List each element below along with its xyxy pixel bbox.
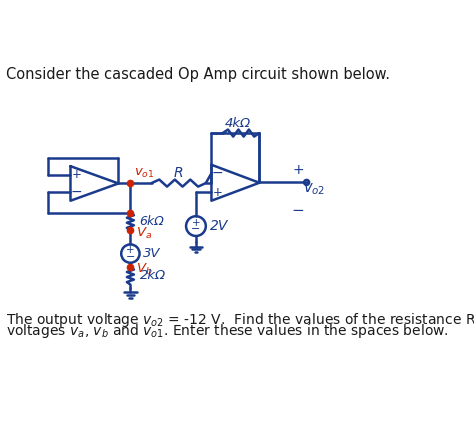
Text: $V_b$: $V_b$: [136, 262, 153, 276]
Text: +: +: [292, 163, 304, 177]
Text: −: −: [191, 224, 201, 234]
Text: +: +: [191, 218, 200, 228]
Text: $v_{o1}$: $v_{o1}$: [134, 167, 155, 180]
Text: +: +: [126, 245, 135, 255]
Text: 3V: 3V: [143, 247, 161, 260]
Text: 4kΩ: 4kΩ: [225, 117, 251, 130]
Text: Consider the cascaded Op Amp circuit shown below.: Consider the cascaded Op Amp circuit sho…: [6, 67, 390, 82]
Text: +: +: [72, 168, 82, 181]
Text: $V_a$: $V_a$: [136, 226, 152, 241]
Text: −: −: [71, 185, 82, 199]
Text: 2V: 2V: [210, 219, 228, 233]
Text: 6kΩ: 6kΩ: [139, 215, 164, 228]
Text: voltages $v_a$, $v_b$ and $v_{o1}$. Enter these values in the spaces below.: voltages $v_a$, $v_b$ and $v_{o1}$. Ente…: [6, 322, 448, 340]
Text: +: +: [213, 186, 223, 199]
Text: −: −: [126, 252, 135, 262]
Text: −: −: [292, 203, 304, 218]
Text: 2kΩ: 2kΩ: [139, 269, 166, 282]
Text: −: −: [212, 166, 224, 180]
Text: $v_{o2}$: $v_{o2}$: [303, 181, 325, 197]
Text: R: R: [174, 166, 183, 180]
Text: The output voltage $v_{o2}$ = -12 V.  Find the values of the resistance R and: The output voltage $v_{o2}$ = -12 V. Fin…: [6, 311, 474, 329]
